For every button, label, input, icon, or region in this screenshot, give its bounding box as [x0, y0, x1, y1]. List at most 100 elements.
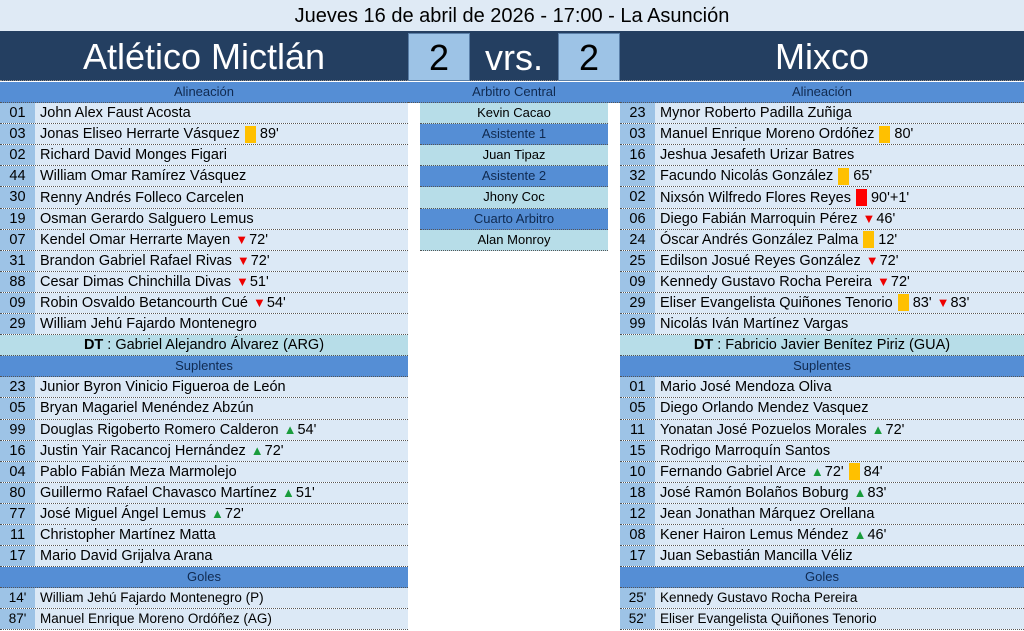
official-role: Asistente 1: [420, 124, 608, 146]
player-name: Jean Jonathan Márquez Orellana: [660, 505, 875, 522]
player-number: 16: [0, 440, 35, 461]
player-number: 05: [0, 398, 35, 419]
substitute-row: 11 Christopher Martínez Matta: [0, 524, 408, 547]
substitute-row: 04 Pablo Fabián Meza Marmolejo: [0, 461, 408, 483]
player-name-cell: Osman Gerardo Salguero Lemus: [35, 208, 408, 229]
official-role: Arbitro Central: [408, 82, 620, 104]
player-number: 99: [620, 314, 655, 335]
lineup-row: 31 Brandon Gabriel Rafael Rivas ▼ 72': [0, 250, 408, 272]
lineup-row: 03 Manuel Enrique Moreno Ordóñez 80': [620, 124, 1024, 146]
player-name: Justin Yair Racancoj Hernández: [40, 442, 246, 459]
player-name: Yonatan José Pozuelos Morales: [660, 421, 867, 438]
lineup-row: 29 William Jehú Fajardo Montenegro: [0, 314, 408, 336]
player-name: Bryan Magariel Menéndez Abzún: [40, 400, 254, 417]
player-name: Kennedy Gustavo Rocha Pereira: [660, 273, 872, 290]
player-name: Osman Gerardo Salguero Lemus: [40, 210, 254, 227]
player-number: 06: [620, 208, 655, 229]
player-number: 23: [0, 377, 35, 398]
player-name: José Ramón Bolaños Boburg: [660, 484, 849, 501]
coach-label: DT: [83, 337, 104, 354]
player-number: 08: [620, 524, 655, 546]
goal-row: 14' William Jehú Fajardo Montenegro (P): [0, 588, 408, 610]
official-name: Kevin Cacao: [420, 103, 608, 125]
player-number: 15: [620, 440, 655, 461]
lineup-row: 02 Nixsón Wilfredo Flores Reyes 90'+1': [620, 187, 1024, 209]
player-number: 29: [0, 314, 35, 335]
player-name-cell: Guillermo Rafael Chavasco Martínez ▲ 51': [35, 482, 408, 503]
sub-on-arrow-icon: ▲: [250, 442, 264, 458]
sub-off-arrow-icon: ▼: [877, 273, 890, 289]
player-name-cell: Justin Yair Racancoj Hernández ▲ 72': [35, 440, 408, 461]
player-name: Mario José Mendoza Oliva: [660, 379, 832, 396]
home-team-name: Atlético Mictlán: [82, 36, 326, 77]
substitute-row: 15 Rodrigo Marroquín Santos: [620, 440, 1024, 462]
event-minute: 72': [824, 463, 844, 480]
sub-off-arrow-icon: ▼: [862, 210, 876, 226]
player-name-cell: Facundo Nicolás González 65': [655, 166, 1024, 187]
sub-off-arrow-icon: ▼: [252, 294, 266, 310]
substitutes-header: Suplentes: [620, 356, 1024, 378]
substitute-row: 18 José Ramón Bolaños Boburg ▲ 83': [620, 482, 1024, 504]
player-name-cell: Cesar Dimas Chinchilla Divas ▼ 51': [35, 271, 408, 292]
player-number: 05: [620, 398, 655, 419]
officials-column: Arbitro Central Kevin Cacao Asistente 1 Jua…: [408, 82, 620, 251]
player-number: 99: [0, 419, 35, 440]
event-minute: 65': [853, 168, 873, 185]
substitute-row: 05 Diego Orlando Mendez Vasquez: [620, 398, 1024, 420]
sub-off-arrow-icon: ▼: [235, 231, 249, 247]
player-name-cell: William Jehú Fajardo Montenegro: [35, 314, 408, 335]
event-minute: 80': [894, 126, 914, 143]
player-number: 07: [0, 229, 35, 250]
player-name-cell: Eliser Evangelista Quiñones Tenorio 83' ▼ 8…: [655, 292, 1024, 314]
event-minute: 72': [890, 273, 910, 290]
player-number: 29: [620, 292, 655, 314]
lineup-row: 29 Eliser Evangelista Quiñones Tenorio 83'…: [620, 292, 1024, 315]
red-card-icon: [855, 189, 867, 207]
event-minute: 46': [876, 210, 896, 227]
coach-row: DT: Fabricio Javier Benítez Piriz (GUA): [620, 335, 1024, 357]
event-minute: 72': [249, 231, 268, 248]
player-name: Eliser Evangelista Quiñones Tenorio: [660, 294, 893, 311]
player-number: 25: [620, 250, 655, 271]
player-name: José Miguel Ángel Lemus: [40, 505, 207, 522]
event-minute: 83': [867, 484, 887, 501]
player-number: 31: [0, 250, 35, 271]
event-minute: 72': [879, 252, 899, 269]
event-minute: 51': [249, 273, 269, 290]
coach-name: Fabricio Javier Benítez Piriz (GUA): [725, 337, 951, 354]
event-minute: 54': [266, 294, 286, 311]
match-info-title: Jueves 16 de abril de 2026 - 17:00 - La …: [0, 0, 1024, 31]
player-name-cell: Nixsón Wilfredo Flores Reyes 90'+1': [655, 187, 1024, 208]
player-number: 16: [620, 145, 655, 166]
substitute-row: 17 Juan Sebastián Mancilla Véliz: [620, 546, 1024, 568]
player-name-cell: Diego Orlando Mendez Vasquez: [655, 398, 1024, 419]
player-name-cell: José Ramón Bolaños Boburg ▲ 83': [655, 482, 1024, 503]
sub-on-arrow-icon: ▲: [871, 421, 885, 437]
away-team-name: Mixco: [774, 36, 869, 77]
sub-on-arrow-icon: ▲: [853, 484, 867, 500]
player-name: Kendel Omar Herrarte Mayen: [40, 231, 231, 248]
lineup-row: 03 Jonas Eliseo Herrarte Vásquez 89': [0, 124, 408, 146]
player-name: Douglas Rigoberto Romero Calderon: [40, 421, 279, 438]
player-name: Junior Byron Vinicio Figueroa de León: [40, 379, 286, 396]
lineup-row: 88 Cesar Dimas Chinchilla Divas ▼ 51': [0, 271, 408, 293]
substitute-row: 05 Bryan Magariel Menéndez Abzún: [0, 398, 408, 420]
player-name-cell: Edilson Josué Reyes González ▼ 72': [655, 250, 1024, 271]
home-team-column: Alineación 01 John Alex Faust Acosta 03 Jona…: [0, 82, 408, 631]
player-name-cell: Pablo Fabián Meza Marmolejo: [35, 461, 408, 482]
player-name: Brandon Gabriel Rafael Rivas: [40, 252, 232, 269]
player-name-cell: Nicolás Iván Martínez Vargas: [655, 314, 1024, 335]
player-name-cell: Bryan Magariel Menéndez Abzún: [35, 398, 408, 419]
player-number: 11: [620, 419, 655, 440]
player-name: Renny Andrés Folleco Carcelen: [40, 189, 244, 206]
player-number: 18: [620, 482, 655, 503]
goal-minute: 14': [0, 588, 35, 609]
player-name: Juan Sebastián Mancilla Véliz: [660, 548, 853, 565]
player-number: 10: [620, 461, 655, 482]
goal-row: 25' Kennedy Gustavo Rocha Pereira: [620, 588, 1024, 610]
player-name-cell: Robin Osvaldo Betancourth Cué ▼ 54': [35, 292, 408, 314]
player-name-cell: Richard David Monges Figari: [35, 145, 408, 166]
event-minute: 72': [264, 442, 284, 459]
event-minute: 89': [259, 126, 279, 143]
player-name: Richard David Monges Figari: [40, 147, 227, 164]
